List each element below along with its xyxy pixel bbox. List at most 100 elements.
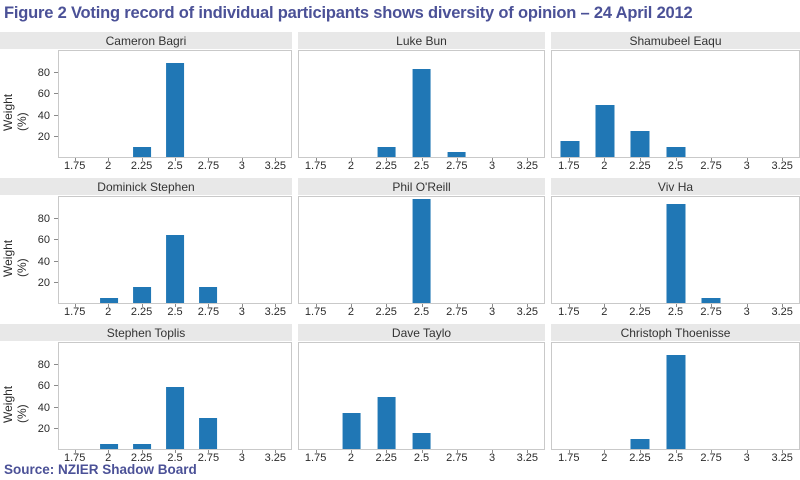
facet-title: Shamubeel Eaqu — [629, 33, 722, 48]
y-tick-mark — [54, 114, 58, 116]
x-tick-mark — [527, 158, 529, 161]
x-tick-label: 3 — [238, 306, 245, 318]
x-tick-mark — [241, 450, 243, 453]
x-tick-mark — [746, 450, 748, 453]
x-axis: 1.75 2 2.25 2.5 2.75 3 3.25 — [298, 450, 545, 464]
x-tick-label: 1.75 — [304, 306, 327, 318]
x-tick-label: 3 — [743, 452, 750, 464]
bar — [166, 235, 184, 303]
x-tick-mark — [675, 450, 677, 453]
bar — [199, 417, 218, 449]
x-tick-label: 1.75 — [558, 306, 580, 318]
y-tick-label: 80 — [37, 359, 50, 372]
y-tick-label: 80 — [37, 213, 50, 226]
x-tick-label: 1.75 — [558, 452, 580, 464]
x-tick-mark — [568, 450, 570, 453]
x-tick-mark — [141, 158, 143, 161]
bar — [412, 433, 431, 449]
x-tick-mark — [711, 158, 713, 161]
panel-body: 1.75 2 2.25 2.5 2.75 3 3.25 — [551, 342, 800, 464]
x-tick-mark — [108, 450, 110, 453]
bar — [377, 397, 396, 449]
figure-title: Figure 2 Voting record of individual par… — [4, 4, 693, 22]
bar — [342, 412, 361, 449]
x-tick-label: 2.75 — [700, 160, 722, 172]
x-tick-label: 2 — [601, 452, 608, 464]
x-tick-mark — [675, 304, 677, 307]
bar — [665, 355, 686, 449]
bar — [199, 287, 218, 303]
plot-column: 1.75 2 2.25 2.5 2.75 3 3.25 — [298, 50, 545, 172]
x-tick-label: 2.75 — [446, 306, 468, 318]
y-tick-mark — [54, 281, 58, 283]
x-tick-label: 2.25 — [130, 452, 153, 464]
x-tick-mark — [421, 158, 423, 161]
y-tick-label: 20 — [37, 276, 50, 289]
bar — [665, 204, 686, 303]
y-tick-mark — [54, 218, 58, 220]
x-tick-label: 1.75 — [304, 160, 327, 172]
facet-panel: Dominick Stephen Weight (%) 20 40 60 80 1.75 2 2… — [0, 178, 292, 318]
x-tick-label: 3.25 — [516, 306, 539, 318]
bar — [132, 287, 151, 303]
x-tick-label: 3.25 — [264, 160, 286, 172]
panel-body: 1.75 2 2.25 2.5 2.75 3 3.25 — [298, 342, 545, 464]
x-tick-mark — [527, 304, 529, 307]
y-tick-label: 20 — [37, 130, 50, 143]
bar — [412, 199, 431, 303]
panel-body: Weight (%) 20 40 60 80 1.75 2 2.25 2.5 2.75 3 3.25 — [0, 50, 292, 172]
y-tick-label: 80 — [37, 67, 50, 80]
facet-panel: Dave Taylo 1.75 2 2.25 2.5 2.75 3 3.25 — [298, 324, 545, 464]
x-tick-label: 2.5 — [667, 306, 684, 318]
x-tick-label: 1.75 — [304, 452, 327, 464]
plot-column: 1.75 2 2.25 2.5 2.75 3 3.25 — [551, 342, 800, 464]
x-tick-label: 2.75 — [197, 160, 220, 172]
facet-title: Luke Bun — [396, 33, 447, 48]
x-tick-mark — [492, 450, 494, 453]
facet-strip: Luke Bun — [298, 32, 545, 49]
y-tick-mark — [54, 364, 58, 366]
x-tick-mark — [492, 158, 494, 161]
x-tick-label: 2 — [601, 160, 608, 172]
x-tick-mark — [386, 450, 388, 453]
x-tick-label: 2.25 — [629, 306, 651, 318]
plot-area — [58, 342, 292, 450]
facet-title: Phil O'Reill — [392, 179, 451, 194]
y-tick-label: 40 — [37, 255, 50, 268]
facet-panel: Viv Ha 1.75 2 2.25 2.5 2.75 3 3.25 — [551, 178, 800, 318]
y-axis-label: Weight (%) — [1, 385, 29, 423]
panel-body: Weight (%) 20 40 60 80 1.75 2 2.25 2.5 2.75 3 3.25 — [0, 196, 292, 318]
x-tick-mark — [315, 450, 317, 453]
x-tick-mark — [456, 450, 458, 453]
plot-column: 1.75 2 2.25 2.5 2.75 3 3.25 — [298, 342, 545, 464]
x-tick-mark — [782, 450, 784, 453]
x-tick-label: 2.25 — [375, 306, 397, 318]
bar — [560, 141, 580, 157]
x-tick-label: 3.25 — [771, 306, 793, 318]
x-tick-label: 2.25 — [629, 160, 651, 172]
bar — [595, 105, 615, 157]
x-tick-mark — [175, 450, 176, 453]
x-tick-label: 2.25 — [375, 452, 397, 464]
facet-panel: Cameron Bagri Weight (%) 20 40 60 80 1.75 2 2.25… — [0, 32, 292, 172]
x-tick-mark — [208, 304, 210, 307]
x-tick-label: 2.75 — [446, 452, 468, 464]
plot-column: 1.75 2 2.25 2.5 2.75 3 3.25 — [298, 196, 545, 318]
y-axis-label: Weight (%) — [1, 239, 29, 277]
plot-area — [551, 342, 800, 450]
bar — [630, 131, 650, 157]
x-tick-label: 2.5 — [413, 160, 430, 172]
facet-title: Dominick Stephen — [97, 179, 195, 194]
panel-body: 1.75 2 2.25 2.5 2.75 3 3.25 — [551, 50, 800, 172]
x-tick-label: 1.75 — [63, 452, 86, 464]
facet-title: Viv Ha — [657, 179, 694, 194]
plot-area — [58, 50, 292, 158]
x-tick-label: 2.75 — [197, 306, 220, 318]
facet-title: Christoph Thoenisse — [620, 325, 731, 340]
bar — [377, 146, 396, 157]
x-tick-mark — [568, 304, 570, 307]
x-axis: 1.75 2 2.25 2.5 2.75 3 3.25 — [58, 158, 292, 172]
x-tick-mark — [241, 158, 243, 161]
x-tick-mark — [74, 158, 76, 161]
x-tick-mark — [386, 304, 388, 307]
